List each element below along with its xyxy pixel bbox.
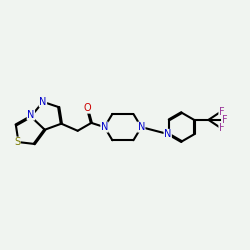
Text: N: N [138,122,145,132]
Text: O: O [84,103,92,113]
Text: F: F [222,115,227,125]
Text: F: F [219,123,224,133]
Text: F: F [219,107,224,117]
Text: N: N [27,110,34,120]
Text: N: N [39,97,47,107]
Text: S: S [14,137,20,147]
Text: N: N [164,129,172,139]
Text: N: N [101,122,108,132]
